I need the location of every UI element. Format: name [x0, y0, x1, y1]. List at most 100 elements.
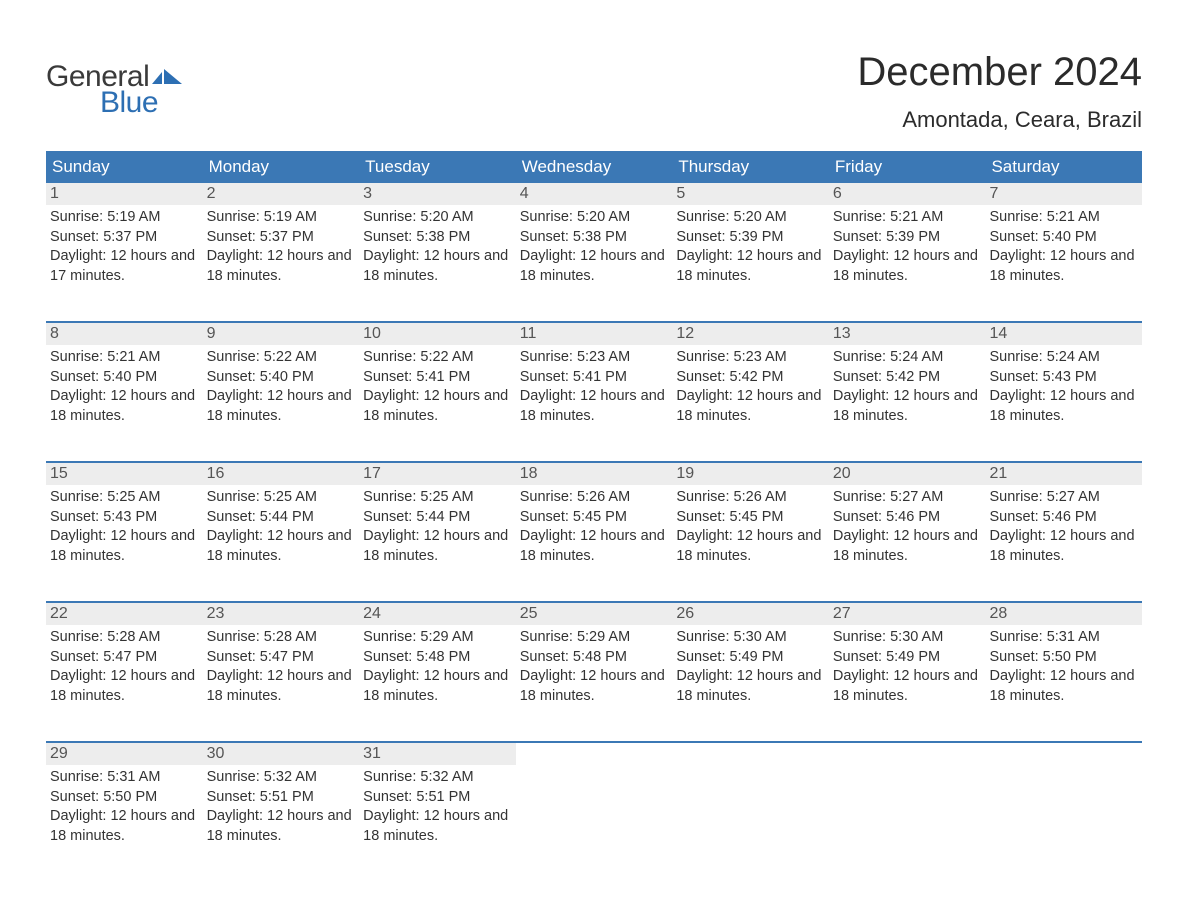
daylight-line: Daylight: 12 hours and 18 minutes. [833, 247, 982, 286]
sunset-line: Sunset: 5:47 PM [50, 648, 199, 668]
calendar-day-cell: 4Sunrise: 5:20 AMSunset: 5:38 PMDaylight… [516, 183, 673, 307]
calendar-day-cell: 21Sunrise: 5:27 AMSunset: 5:46 PMDayligh… [985, 463, 1142, 587]
sunrise-line: Sunrise: 5:25 AM [207, 488, 356, 508]
sunset-line: Sunset: 5:40 PM [989, 228, 1138, 248]
day-details: Sunrise: 5:22 AMSunset: 5:40 PMDaylight:… [203, 345, 360, 430]
sunrise-line: Sunrise: 5:25 AM [363, 488, 512, 508]
sunset-line: Sunset: 5:39 PM [676, 228, 825, 248]
day-number: 22 [46, 603, 203, 625]
day-details: Sunrise: 5:21 AMSunset: 5:40 PMDaylight:… [985, 205, 1142, 290]
calendar-day-cell: 14Sunrise: 5:24 AMSunset: 5:43 PMDayligh… [985, 323, 1142, 447]
day-number: 28 [985, 603, 1142, 625]
day-details: Sunrise: 5:20 AMSunset: 5:38 PMDaylight:… [359, 205, 516, 290]
page-header: General Blue December 2024 Amontada, Cea… [46, 50, 1142, 133]
sunrise-line: Sunrise: 5:26 AM [676, 488, 825, 508]
weekday-header: Saturday [985, 151, 1142, 183]
daylight-line: Daylight: 12 hours and 18 minutes. [207, 527, 356, 566]
sunrise-line: Sunrise: 5:27 AM [833, 488, 982, 508]
logo: General Blue [46, 60, 184, 120]
daylight-line: Daylight: 12 hours and 18 minutes. [50, 387, 199, 426]
weekday-header: Thursday [672, 151, 829, 183]
daylight-line: Daylight: 12 hours and 18 minutes. [520, 527, 669, 566]
sunrise-line: Sunrise: 5:26 AM [520, 488, 669, 508]
daylight-line: Daylight: 12 hours and 18 minutes. [989, 247, 1138, 286]
day-details: Sunrise: 5:29 AMSunset: 5:48 PMDaylight:… [359, 625, 516, 710]
day-details: Sunrise: 5:29 AMSunset: 5:48 PMDaylight:… [516, 625, 673, 710]
daylight-line: Daylight: 12 hours and 18 minutes. [833, 527, 982, 566]
sunrise-line: Sunrise: 5:20 AM [520, 208, 669, 228]
sunrise-line: Sunrise: 5:25 AM [50, 488, 199, 508]
calendar-week-row: 8Sunrise: 5:21 AMSunset: 5:40 PMDaylight… [46, 321, 1142, 447]
sunset-line: Sunset: 5:37 PM [207, 228, 356, 248]
calendar-day-cell: 17Sunrise: 5:25 AMSunset: 5:44 PMDayligh… [359, 463, 516, 587]
month-title: December 2024 [857, 50, 1142, 95]
daylight-line: Daylight: 12 hours and 18 minutes. [363, 247, 512, 286]
day-details: Sunrise: 5:24 AMSunset: 5:42 PMDaylight:… [829, 345, 986, 430]
sunrise-line: Sunrise: 5:29 AM [363, 628, 512, 648]
day-number: 27 [829, 603, 986, 625]
calendar-day-cell: 1Sunrise: 5:19 AMSunset: 5:37 PMDaylight… [46, 183, 203, 307]
day-number: 30 [203, 743, 360, 765]
calendar-day-cell [829, 743, 986, 867]
sunrise-line: Sunrise: 5:32 AM [207, 768, 356, 788]
weekday-header: Tuesday [359, 151, 516, 183]
day-number: 2 [203, 183, 360, 205]
daylight-line: Daylight: 12 hours and 18 minutes. [989, 667, 1138, 706]
calendar-day-cell: 5Sunrise: 5:20 AMSunset: 5:39 PMDaylight… [672, 183, 829, 307]
calendar-day-cell: 20Sunrise: 5:27 AMSunset: 5:46 PMDayligh… [829, 463, 986, 587]
sunset-line: Sunset: 5:41 PM [363, 368, 512, 388]
sunset-line: Sunset: 5:41 PM [520, 368, 669, 388]
calendar-day-cell: 16Sunrise: 5:25 AMSunset: 5:44 PMDayligh… [203, 463, 360, 587]
daylight-line: Daylight: 12 hours and 18 minutes. [207, 247, 356, 286]
calendar-day-cell [516, 743, 673, 867]
day-number: 15 [46, 463, 203, 485]
day-number: 20 [829, 463, 986, 485]
sunrise-line: Sunrise: 5:30 AM [833, 628, 982, 648]
sunset-line: Sunset: 5:37 PM [50, 228, 199, 248]
sunrise-line: Sunrise: 5:21 AM [989, 208, 1138, 228]
calendar-day-cell: 6Sunrise: 5:21 AMSunset: 5:39 PMDaylight… [829, 183, 986, 307]
sunrise-line: Sunrise: 5:29 AM [520, 628, 669, 648]
sunrise-line: Sunrise: 5:32 AM [363, 768, 512, 788]
day-details: Sunrise: 5:25 AMSunset: 5:43 PMDaylight:… [46, 485, 203, 570]
daylight-line: Daylight: 12 hours and 18 minutes. [207, 667, 356, 706]
day-number: 9 [203, 323, 360, 345]
sunset-line: Sunset: 5:51 PM [363, 788, 512, 808]
sunset-line: Sunset: 5:40 PM [50, 368, 199, 388]
day-details: Sunrise: 5:26 AMSunset: 5:45 PMDaylight:… [516, 485, 673, 570]
day-details: Sunrise: 5:30 AMSunset: 5:49 PMDaylight:… [829, 625, 986, 710]
sunset-line: Sunset: 5:39 PM [833, 228, 982, 248]
day-details: Sunrise: 5:21 AMSunset: 5:39 PMDaylight:… [829, 205, 986, 290]
calendar-day-cell [672, 743, 829, 867]
sunset-line: Sunset: 5:48 PM [520, 648, 669, 668]
calendar-week-row: 15Sunrise: 5:25 AMSunset: 5:43 PMDayligh… [46, 461, 1142, 587]
calendar-day-cell: 12Sunrise: 5:23 AMSunset: 5:42 PMDayligh… [672, 323, 829, 447]
day-number: 25 [516, 603, 673, 625]
location-subtitle: Amontada, Ceara, Brazil [857, 107, 1142, 133]
sunrise-line: Sunrise: 5:20 AM [363, 208, 512, 228]
weekday-header: Monday [203, 151, 360, 183]
calendar-day-cell: 8Sunrise: 5:21 AMSunset: 5:40 PMDaylight… [46, 323, 203, 447]
sunrise-line: Sunrise: 5:19 AM [207, 208, 356, 228]
sunset-line: Sunset: 5:46 PM [989, 508, 1138, 528]
daylight-line: Daylight: 12 hours and 18 minutes. [833, 667, 982, 706]
sunset-line: Sunset: 5:47 PM [207, 648, 356, 668]
day-details: Sunrise: 5:25 AMSunset: 5:44 PMDaylight:… [359, 485, 516, 570]
day-number: 17 [359, 463, 516, 485]
daylight-line: Daylight: 12 hours and 17 minutes. [50, 247, 199, 286]
day-number: 31 [359, 743, 516, 765]
day-details: Sunrise: 5:23 AMSunset: 5:42 PMDaylight:… [672, 345, 829, 430]
day-details: Sunrise: 5:23 AMSunset: 5:41 PMDaylight:… [516, 345, 673, 430]
sunrise-line: Sunrise: 5:24 AM [833, 348, 982, 368]
daylight-line: Daylight: 12 hours and 18 minutes. [833, 387, 982, 426]
sunrise-line: Sunrise: 5:30 AM [676, 628, 825, 648]
day-number: 19 [672, 463, 829, 485]
weekday-header-row: Sunday Monday Tuesday Wednesday Thursday… [46, 151, 1142, 183]
calendar-day-cell: 18Sunrise: 5:26 AMSunset: 5:45 PMDayligh… [516, 463, 673, 587]
day-number: 24 [359, 603, 516, 625]
calendar-day-cell: 25Sunrise: 5:29 AMSunset: 5:48 PMDayligh… [516, 603, 673, 727]
weekday-header: Sunday [46, 151, 203, 183]
calendar-day-cell: 29Sunrise: 5:31 AMSunset: 5:50 PMDayligh… [46, 743, 203, 867]
daylight-line: Daylight: 12 hours and 18 minutes. [676, 387, 825, 426]
daylight-line: Daylight: 12 hours and 18 minutes. [363, 527, 512, 566]
